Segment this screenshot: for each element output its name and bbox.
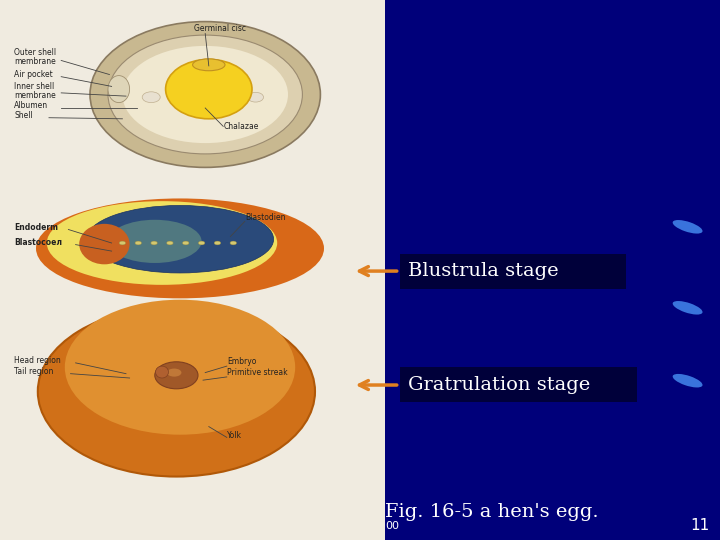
Text: Germinal cisc: Germinal cisc (194, 24, 246, 33)
Ellipse shape (36, 198, 324, 298)
Ellipse shape (150, 241, 157, 245)
Ellipse shape (135, 241, 141, 245)
Ellipse shape (108, 35, 302, 154)
Ellipse shape (248, 92, 264, 102)
Text: Tail region: Tail region (14, 367, 54, 376)
Bar (400, 254, 626, 289)
Ellipse shape (166, 241, 173, 245)
Ellipse shape (86, 205, 274, 273)
Text: Inner shell: Inner shell (14, 82, 55, 91)
Ellipse shape (122, 46, 288, 143)
Ellipse shape (198, 241, 204, 245)
Ellipse shape (47, 201, 277, 285)
Ellipse shape (38, 306, 315, 476)
Text: Embryo: Embryo (227, 357, 256, 367)
Text: Blastocoел: Blastocoел (14, 238, 63, 247)
Text: Blustrula stage: Blustrula stage (408, 262, 559, 280)
Text: Chalazae: Chalazae (223, 122, 258, 131)
Text: Shell: Shell (14, 111, 33, 120)
Bar (0, 0, 385, 540)
Ellipse shape (79, 224, 130, 264)
Text: membrane: membrane (14, 57, 56, 66)
Text: Blastodien: Blastodien (245, 213, 285, 222)
Ellipse shape (183, 241, 189, 245)
Ellipse shape (108, 220, 202, 263)
Bar (400, 367, 637, 402)
Text: Endoderm: Endoderm (14, 222, 58, 232)
Text: Outer shell: Outer shell (14, 48, 57, 57)
Ellipse shape (672, 220, 703, 234)
Text: Head region: Head region (14, 356, 61, 365)
Ellipse shape (167, 368, 181, 377)
Ellipse shape (215, 241, 220, 245)
Text: Albumen: Albumen (14, 101, 48, 110)
Ellipse shape (230, 241, 236, 245)
Ellipse shape (120, 241, 125, 245)
Text: Fig. 16-5 a hen's egg.: Fig. 16-5 a hen's egg. (385, 503, 599, 521)
Text: 00: 00 (385, 521, 399, 531)
Ellipse shape (155, 362, 198, 389)
Ellipse shape (90, 22, 320, 167)
Ellipse shape (142, 92, 160, 103)
Text: 11: 11 (690, 518, 709, 534)
Ellipse shape (672, 374, 703, 388)
Text: Yolk: Yolk (227, 431, 242, 441)
Text: membrane: membrane (14, 91, 56, 100)
Text: Gratrulation stage: Gratrulation stage (408, 376, 590, 394)
Text: Air pocket: Air pocket (14, 70, 53, 79)
Ellipse shape (108, 76, 130, 103)
Text: Primitive streak: Primitive streak (227, 368, 287, 377)
Ellipse shape (672, 301, 703, 315)
Ellipse shape (65, 300, 295, 435)
Ellipse shape (166, 59, 252, 119)
Ellipse shape (156, 366, 168, 378)
Ellipse shape (193, 59, 225, 71)
